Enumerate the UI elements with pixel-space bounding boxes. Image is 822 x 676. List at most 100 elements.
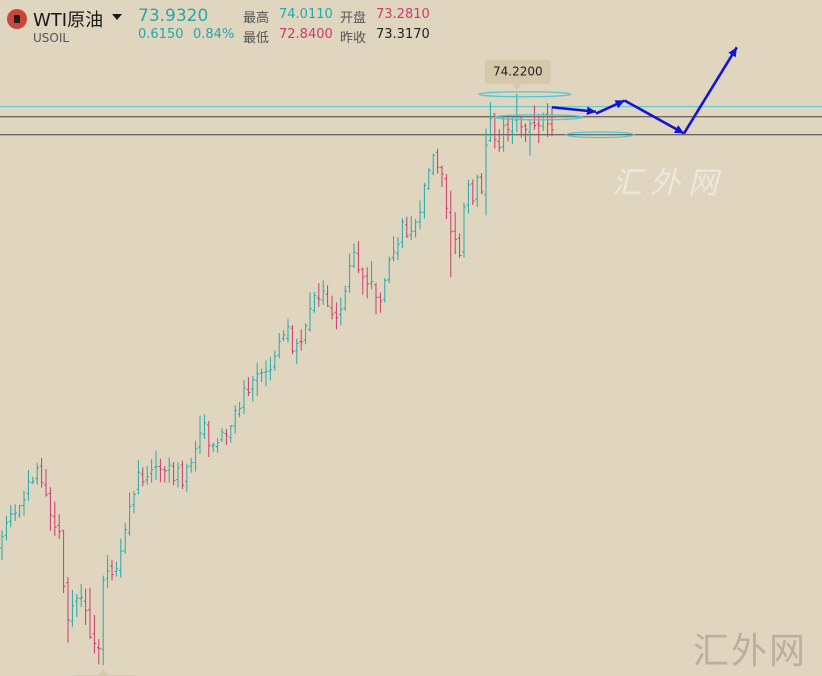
- ohlc-bar: [158, 458, 163, 483]
- ohlc-bar: [356, 241, 361, 274]
- ohlc-bar: [123, 523, 127, 554]
- ohlc-bar: [290, 324, 295, 355]
- ohlc-bar: [281, 330, 286, 342]
- drawing-ellipse: [478, 91, 572, 98]
- ohlc-bar: [295, 338, 299, 365]
- ohlc-bar: [251, 375, 255, 402]
- ohlc-bar: [312, 292, 317, 313]
- max-price-label-box: [484, 59, 551, 84]
- ohlc-bar: [198, 415, 202, 454]
- ohlc-bar: [211, 442, 215, 453]
- high-value: 74.0110: [279, 7, 333, 22]
- ohlc-bar: [233, 405, 237, 434]
- ohlc-bar: [435, 148, 440, 174]
- ohlc-bar: [224, 429, 229, 445]
- ohlc-bar: [145, 465, 149, 485]
- ohlc-bar: [453, 212, 457, 255]
- ohlc-bar: [185, 463, 189, 493]
- ohlc-bar: [105, 555, 110, 588]
- ohlc-bar: [242, 379, 246, 415]
- ohlc-bar: [92, 614, 97, 654]
- ohlc-bar: [325, 285, 330, 307]
- ohlc-bar: [88, 587, 92, 640]
- ohlc-bar: [352, 243, 356, 269]
- arrow-head: [586, 106, 596, 116]
- overlay-watermark: 汇外网: [612, 166, 726, 201]
- arrow-head: [674, 125, 684, 134]
- ohlc-bar: [53, 501, 57, 536]
- high-label: 最高: [243, 11, 270, 26]
- ohlc-bar: [515, 93, 519, 133]
- ohlc-bar: [321, 280, 325, 306]
- ohlc-bar: [391, 236, 396, 262]
- ohlc-bar: [501, 116, 506, 152]
- ohlc-bar: [528, 120, 532, 156]
- symbol-name[interactable]: WTI原油: [33, 10, 104, 31]
- drawing-ellipse: [565, 131, 635, 139]
- ohlc-bar: [48, 487, 53, 531]
- ohlc-bar: [457, 233, 462, 258]
- ohlc-bar: [167, 457, 171, 483]
- ohlc-bar: [17, 504, 22, 518]
- ohlc-bar: [202, 414, 207, 439]
- ohlc-bar: [440, 165, 444, 188]
- ohlc-bar: [114, 561, 119, 577]
- drawing-ellipse: [494, 114, 584, 121]
- ohlc-bar: [127, 492, 132, 536]
- ohlc-bar: [374, 283, 378, 315]
- quote-header: WTI原油 USOIL 73.9320 0.6150 0.84% 最高 74.0…: [0, 0, 822, 50]
- ohlc-bar: [369, 260, 374, 290]
- ohlc-bar: [484, 128, 488, 216]
- ohlc-bar: [339, 297, 343, 325]
- ohlc-bar: [299, 329, 303, 351]
- ohlc-bar: [44, 469, 48, 497]
- ohlc-bar: [277, 333, 281, 359]
- open-label: 开盘: [340, 11, 367, 26]
- ohlc-bar: [171, 461, 176, 486]
- ohlc-bar: [26, 470, 31, 501]
- ohlc-bar: [537, 115, 541, 144]
- max-price-label: 74.2200: [493, 65, 543, 79]
- ohlc-bar: [413, 219, 418, 238]
- last-price: 73.9320: [138, 6, 209, 26]
- ohlc-bar: [61, 529, 66, 594]
- ohlc-bar: [268, 356, 273, 381]
- ohlc-bar: [378, 292, 383, 313]
- ohlc-bar: [493, 113, 497, 149]
- ohlc-bar: [132, 491, 136, 514]
- ohlc-bar: [343, 285, 347, 311]
- ohlc-bar: [0, 530, 4, 561]
- trend-arrow: [623, 99, 685, 135]
- chevron-down-icon[interactable]: [112, 14, 122, 20]
- ohlc-bar: [255, 362, 259, 397]
- ohlc-bar: [400, 218, 405, 249]
- ohlc-bar: [317, 283, 321, 307]
- ohlc-bar: [154, 450, 158, 480]
- ohlc-bar: [163, 465, 167, 483]
- ohlc-bar: [66, 577, 70, 643]
- ohlc-bar: [330, 295, 334, 320]
- ohlc-bar: [427, 168, 431, 190]
- symbol-code: USOIL: [33, 31, 70, 45]
- ohlc-bar: [488, 101, 493, 142]
- ohlc-bar: [264, 360, 268, 387]
- open-value: 73.2810: [376, 7, 430, 22]
- ohlc-bar: [449, 190, 453, 278]
- ohlc-bar: [405, 216, 409, 238]
- ohlc-bar: [229, 424, 233, 443]
- ohlc-bar: [13, 504, 17, 521]
- arrow-head: [614, 100, 625, 109]
- ohlc-bar: [510, 116, 515, 144]
- ohlc-bar: [479, 173, 484, 195]
- price-change: 0.6150: [138, 27, 184, 42]
- ohlc-bar: [4, 515, 9, 541]
- ohlc-bar: [444, 173, 449, 220]
- ohlc-bar: [422, 182, 427, 219]
- site-watermark: 汇外网: [693, 631, 808, 672]
- ohlc-bar: [79, 584, 83, 608]
- min-price-label-pointer: [98, 669, 109, 676]
- prev-close-value: 73.3170: [376, 27, 430, 42]
- ohlc-bar: [259, 368, 264, 383]
- ohlc-bar: [35, 463, 39, 485]
